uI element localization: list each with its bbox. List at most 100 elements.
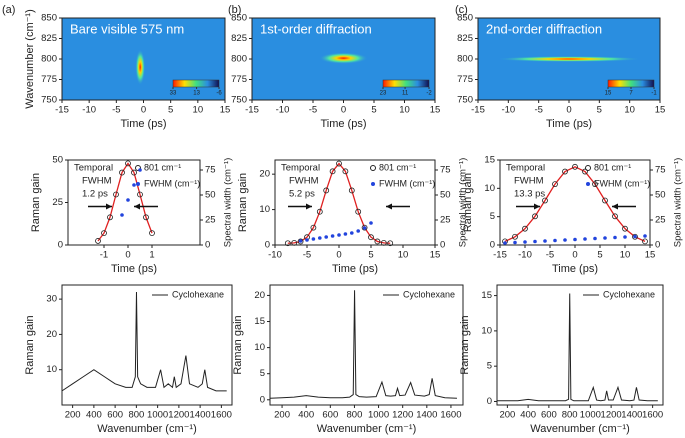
x-tick-label: -5 (303, 250, 311, 261)
heat-blob (496, 56, 642, 62)
y-tick-label: 775 (231, 74, 247, 85)
legend-swatch (586, 182, 590, 186)
data-point (323, 187, 330, 194)
y-tick-label: 825 (41, 33, 57, 44)
x-tick-label: 15 (220, 105, 231, 116)
x-tick-label: 10 (624, 105, 635, 116)
x-tick-label: 0 (572, 250, 577, 261)
y2-axis-label: Spectral width (cm⁻¹) (223, 158, 234, 247)
x-tick-label: -5 (309, 105, 317, 116)
legend-swatch (135, 165, 141, 171)
arrow-head (534, 203, 540, 210)
data-point (284, 240, 291, 247)
y-tick-label: 15 (481, 290, 492, 301)
y-tick-label: 800 (41, 54, 57, 65)
annotation: 1.2 ps (82, 189, 108, 200)
width-point (324, 235, 329, 239)
colorbar-label: 15 (605, 91, 612, 97)
x-tick-label: 1000 (580, 410, 601, 421)
width-point (298, 239, 303, 243)
colorbar-label: 33 (170, 91, 177, 97)
x-axis-label: Time (ps) (120, 118, 166, 130)
width-point (583, 237, 587, 241)
legend-label: 801 cm⁻¹ (594, 162, 631, 172)
width-point (503, 241, 507, 245)
width-point (305, 238, 309, 242)
x-tick-label: 1600 (642, 410, 663, 421)
width-point (643, 234, 647, 238)
spectrum-line (497, 293, 658, 402)
annotation: 13.3 ps (514, 189, 545, 200)
data-point (572, 163, 578, 170)
y-tick-label: 10 (484, 183, 495, 194)
data-point (368, 234, 374, 241)
x-tick-label: 10 (399, 105, 410, 116)
y-tick-label: 0 (490, 240, 495, 251)
legend-label: 801 cm⁻¹ (379, 162, 416, 172)
spectrum-line (61, 292, 227, 392)
arrow-head (612, 203, 618, 210)
y2-tick-label: 0 (205, 240, 210, 251)
data-point (602, 197, 608, 204)
legend-label: Cyclohexane (603, 289, 655, 299)
width-point (126, 198, 130, 202)
y-tick-label: 825 (457, 33, 473, 44)
y-tick-label: 5 (490, 211, 495, 222)
x-tick-label: 10 (193, 105, 204, 116)
x-tick-label: 400 (298, 410, 314, 421)
y-tick-label: 5 (260, 368, 265, 379)
x-axis-label: Time (ps) (546, 118, 592, 130)
plot-area (62, 285, 232, 405)
x-tick-label: 5 (597, 250, 602, 261)
x-tick-label: 10 (398, 250, 409, 261)
width-point (356, 229, 361, 233)
x-axis-label: Time (ps) (552, 263, 598, 275)
data-point (291, 239, 298, 246)
legend-label: 801 cm⁻¹ (144, 162, 181, 172)
data-point (632, 233, 638, 240)
legend-label: FWHM (cm⁻¹) (144, 178, 200, 188)
x-tick-label: 1200 (168, 410, 189, 421)
y-axis-label: Raman gain (462, 173, 474, 232)
x-tick-label: 800 (562, 410, 578, 421)
x-tick-label: 15 (645, 250, 656, 261)
y2-tick-label: 0 (440, 240, 445, 251)
arrow-head (386, 203, 392, 210)
colorbar (607, 79, 655, 88)
y-axis-label: Raman gain (459, 315, 471, 374)
legend-swatch (370, 165, 376, 171)
y2-axis-label: Spectral width (cm⁻¹) (458, 158, 469, 247)
colorbar-label: -1 (651, 91, 657, 97)
y-tick-label: 850 (457, 13, 473, 24)
x-tick-label: 5 (168, 105, 173, 116)
data-point (374, 238, 381, 245)
y-axis-label: Wavenumber (cm⁻¹) (24, 9, 36, 109)
arrow-head (134, 203, 140, 210)
y-axis-label: Raman gain (30, 173, 42, 232)
y2-tick-label: 50 (440, 190, 451, 201)
width-point (633, 234, 637, 239)
legend-label: FWHM (cm⁻¹) (594, 178, 650, 188)
y-tick-label: 50 (52, 155, 63, 166)
x-tick-label: 1600 (440, 410, 461, 421)
data-point (342, 168, 349, 175)
annotation: Temporal (74, 163, 113, 174)
y-tick-label: 775 (457, 74, 473, 85)
width-point (138, 168, 142, 172)
data-point (131, 169, 137, 176)
x-tick-label: 15 (655, 105, 666, 116)
data-point (95, 238, 101, 244)
y2-tick-label: 50 (205, 190, 216, 201)
annotation: 5.2 ps (289, 189, 315, 200)
colorbar-label: 13 (193, 91, 200, 97)
x-tick-label: 1400 (190, 410, 211, 421)
x-tick-label: 800 (128, 410, 144, 421)
x-tick-label: 200 (499, 410, 515, 421)
panel-label: (c) (455, 4, 468, 16)
y-axis-label: Raman gain (24, 315, 36, 374)
data-point (361, 224, 368, 231)
width-point (543, 239, 547, 243)
y2-tick-label: 75 (205, 165, 216, 176)
width-point (603, 236, 607, 240)
x-tick-label: -15 (471, 105, 485, 116)
